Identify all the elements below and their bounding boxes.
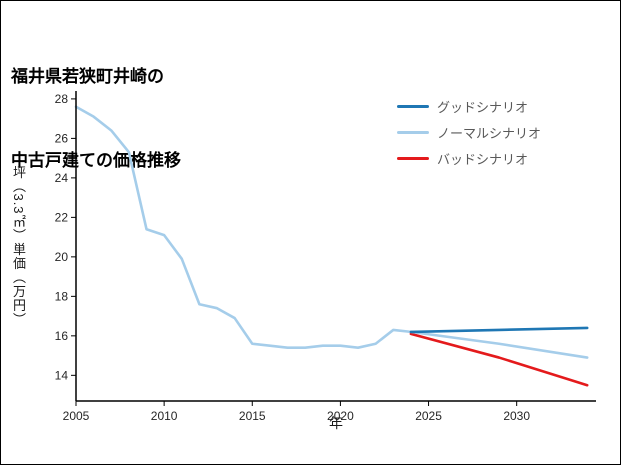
chart-title-line1: 福井県若狭町井崎の bbox=[11, 67, 164, 86]
y-tick-label: 20 bbox=[55, 250, 69, 264]
series-line-bad-scenario bbox=[409, 332, 589, 387]
x-tick-label: 2005 bbox=[63, 409, 90, 423]
x-tick-label: 2030 bbox=[503, 409, 530, 423]
y-tick-label: 16 bbox=[55, 329, 69, 343]
y-tick-label: 18 bbox=[55, 289, 69, 303]
x-tick-label: 2010 bbox=[151, 409, 178, 423]
x-tick-label: 2015 bbox=[239, 409, 266, 423]
y-tick-label: 14 bbox=[55, 368, 69, 382]
y-axis-label: 坪（3.3㎡）単価（万円） bbox=[11, 165, 26, 327]
normal-scenario-line-icon bbox=[397, 130, 429, 134]
x-tick-label: 2020 bbox=[327, 409, 354, 423]
legend-label-normal-scenario: ノーマルシナリオ bbox=[437, 125, 542, 141]
legend-item-bad-scenario: バッドシナリオ bbox=[397, 145, 541, 171]
y-tick-label: 26 bbox=[55, 131, 69, 145]
legend-label-bad-scenario: バッドシナリオ bbox=[437, 151, 529, 167]
y-tick-label: 28 bbox=[55, 92, 69, 106]
x-tick-label: 2025 bbox=[415, 409, 442, 423]
y-tick-label: 22 bbox=[55, 210, 69, 224]
legend: グッドシナリオ ノーマルシナリオ バッドシナリオ bbox=[397, 93, 541, 171]
series-line-good-scenario bbox=[409, 326, 589, 334]
good-scenario-line-icon bbox=[397, 104, 429, 108]
legend-item-good-scenario: グッドシナリオ bbox=[397, 93, 541, 119]
series-line-normal-scenario bbox=[409, 330, 589, 359]
legend-item-normal-scenario: ノーマルシナリオ bbox=[397, 119, 541, 145]
legend-label-good-scenario: グッドシナリオ bbox=[437, 99, 529, 115]
x-axis-label: 年 bbox=[329, 415, 343, 431]
y-tick-label: 24 bbox=[55, 171, 69, 185]
bad-scenario-line-icon bbox=[397, 156, 429, 160]
chart-title: 福井県若狭町井崎の 中古戸建ての価格推移 bbox=[11, 7, 181, 231]
chart-title-line2: 中古戸建ての価格推移 bbox=[11, 151, 181, 170]
series-line-historical bbox=[74, 105, 413, 349]
